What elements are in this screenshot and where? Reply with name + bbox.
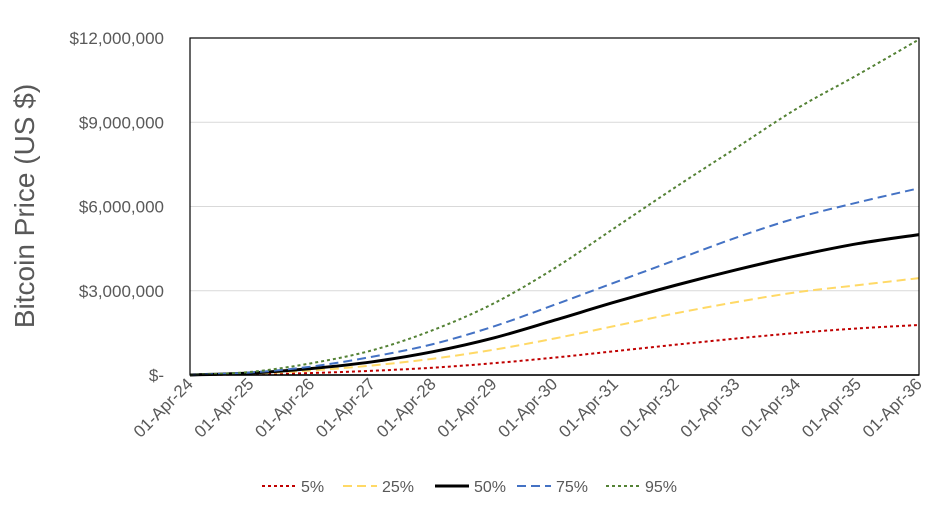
- legend: 5% 25% 50% 75% 95%: [262, 479, 677, 496]
- x-tick-label: 01-Apr-27: [312, 374, 379, 441]
- y-axis-label: Bitcoin Price (US $): [9, 84, 40, 328]
- y-tick-label: $6,000,000: [79, 198, 164, 217]
- x-tick-label: 01-Apr-32: [616, 374, 683, 441]
- x-tick-label: 01-Apr-25: [191, 374, 258, 441]
- x-tick-label: 01-Apr-33: [677, 374, 744, 441]
- x-ticks: 01-Apr-2401-Apr-2501-Apr-2601-Apr-2701-A…: [130, 374, 926, 441]
- x-tick-label: 01-Apr-31: [555, 374, 622, 441]
- legend-label-2: 50%: [474, 479, 506, 496]
- series-line-0: [189, 324, 920, 376]
- series-line-2: [189, 233, 920, 377]
- y-ticks: $- $3,000,000 $6,000,000 $9,000,000 $12,000,…: [69, 29, 164, 385]
- series-line-4: [189, 38, 920, 376]
- y-tick-label: $12,000,000: [69, 29, 164, 48]
- x-tick-label: 01-Apr-29: [434, 374, 501, 441]
- legend-label-4: 95%: [645, 479, 677, 496]
- x-tick-label: 01-Apr-34: [737, 374, 804, 441]
- x-tick-label: 01-Apr-35: [798, 374, 865, 441]
- legend-label-0: 5%: [301, 479, 324, 496]
- x-tick-label: 01-Apr-26: [251, 374, 318, 441]
- y-tick-label: $3,000,000: [79, 282, 164, 301]
- gridlines: [190, 121, 919, 292]
- legend-label-3: 75%: [556, 479, 588, 496]
- y-tick-label: $-: [149, 366, 164, 385]
- y-tick-label: $9,000,000: [79, 113, 164, 132]
- x-tick-label: 01-Apr-36: [859, 374, 926, 441]
- legend-label-1: 25%: [382, 479, 414, 496]
- series-line-3: [189, 187, 920, 376]
- series-line-1: [189, 277, 920, 376]
- series-lines: [189, 38, 920, 377]
- x-tick-label: 01-Apr-30: [494, 374, 561, 441]
- x-tick-label: 01-Apr-28: [373, 374, 440, 441]
